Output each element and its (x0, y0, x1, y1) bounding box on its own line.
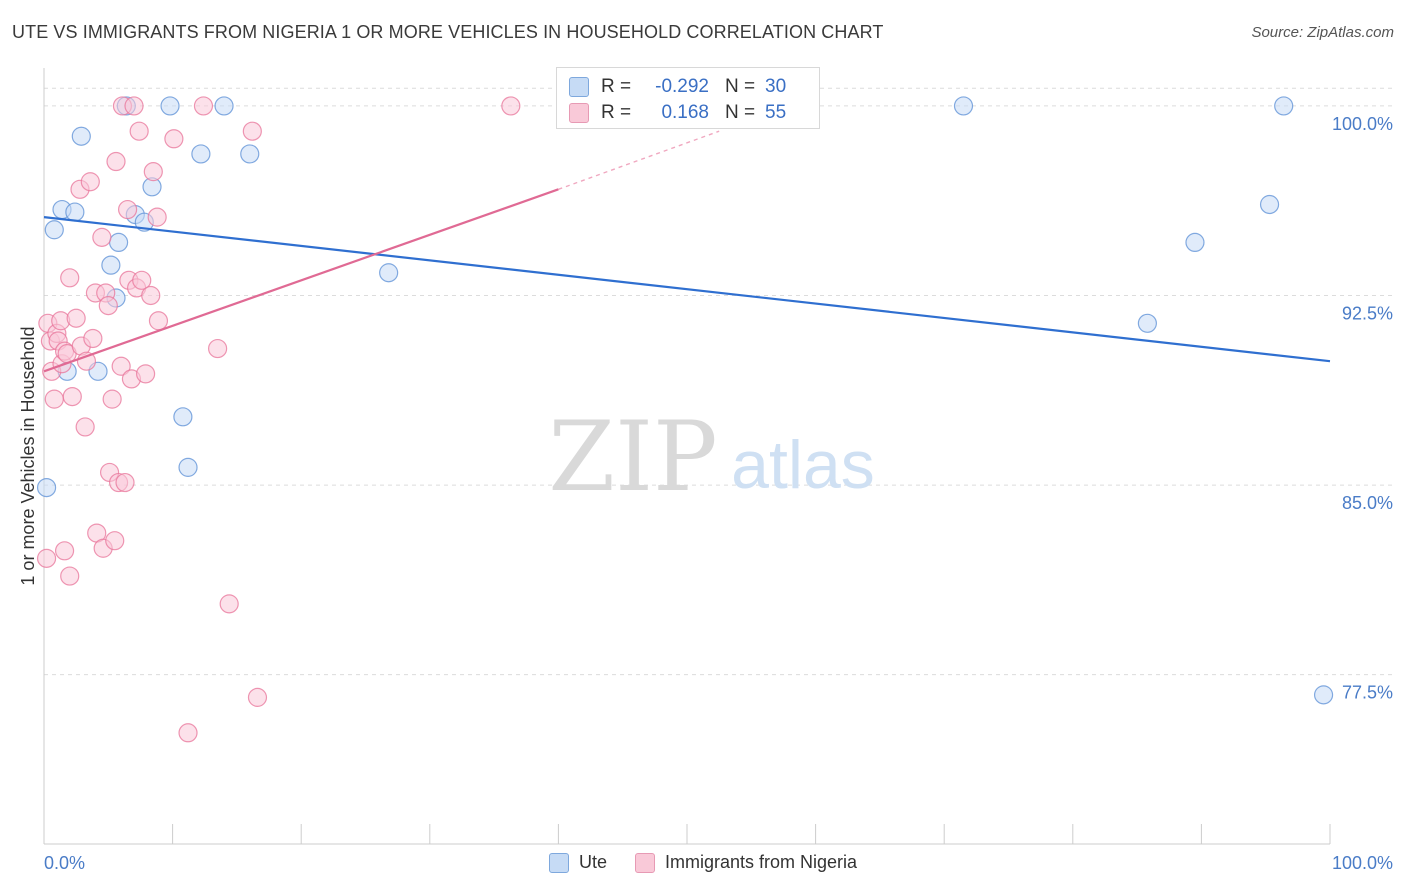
ute-point (44, 220, 64, 240)
ute-point (36, 477, 57, 498)
nigeria-point (148, 311, 169, 331)
nigeria-point (247, 687, 268, 707)
ute-point (379, 263, 399, 283)
nigeria-point (143, 162, 163, 182)
nigeria-point (219, 594, 239, 614)
stats-legend: R = -0.292 N = 30 R = 0.168 N = 55 (556, 67, 820, 129)
watermark-atlas: atlas (731, 427, 875, 503)
n-value: 55 (765, 102, 787, 123)
axis-labels: 77.5% 85.0% 92.5% 100.0% 0.0% 100.0% 1 or more… (18, 114, 1393, 873)
nigeria-point (115, 472, 135, 493)
r-label: R = (601, 76, 632, 97)
nigeria-point (193, 96, 214, 116)
watermark-zip: ZIP (548, 401, 717, 513)
ute-point (214, 96, 234, 116)
r-value: -0.292 (655, 76, 709, 97)
legend-item-nigeria[interactable]: Immigrants from Nigeria (634, 852, 858, 873)
nigeria-point (80, 172, 100, 192)
axes (43, 68, 1331, 845)
nigeria-point (60, 566, 80, 586)
nigeria-point (164, 129, 184, 149)
nigeria-swatch (569, 103, 589, 123)
ute-point (71, 126, 91, 146)
ute-point (1185, 232, 1205, 253)
data-points (36, 96, 1334, 743)
bottom-legend: Ute Immigrants from Nigeria (0, 852, 1406, 873)
y-tick-label: 100.0% (1332, 114, 1393, 134)
nigeria-point (242, 121, 262, 141)
ute-point (240, 144, 260, 164)
ute-point (1259, 194, 1280, 215)
x-tick-label: 100.0% (1332, 853, 1393, 873)
legend-label-ute: Ute (578, 852, 607, 872)
nigeria-point (98, 296, 118, 316)
nigeria-point (44, 389, 64, 409)
y-axis-title: 1 or more Vehicles in Household (18, 326, 38, 585)
nigeria-point (83, 328, 103, 349)
ute-point (953, 96, 974, 116)
nigeria-point (75, 417, 95, 437)
nigeria-point (76, 351, 97, 371)
nigeria-point (178, 723, 198, 743)
nigeria-point (106, 151, 126, 172)
nigeria-point (129, 121, 149, 141)
ute-point (1137, 313, 1157, 333)
ute-point (108, 232, 129, 253)
nigeria-swatch (634, 852, 655, 873)
nigeria-point (124, 96, 144, 116)
ute-point (101, 255, 121, 275)
ute-swatch (569, 77, 589, 97)
nigeria-point (501, 96, 521, 116)
nigeria-point (36, 548, 57, 568)
stats-row-nigeria: R = 0.168 N = 55 (569, 99, 786, 127)
ute-point (1274, 96, 1294, 116)
nigeria-point (147, 207, 167, 227)
ute-point (65, 202, 85, 222)
x-tick-label: 0.0% (44, 853, 85, 873)
nigeria-point (92, 227, 112, 247)
nigeria-point (66, 308, 86, 328)
gridlines (44, 87, 1392, 676)
source-credit: Source: ZipAtlas.com (1251, 24, 1394, 41)
y-tick-label: 92.5% (1342, 303, 1393, 323)
watermark: ZIP atlas (548, 401, 874, 513)
n-value: 30 (765, 76, 787, 97)
chart-title: UTE VS IMMIGRANTS FROM NIGERIA 1 OR MORE… (12, 22, 884, 42)
legend-item-ute[interactable]: Ute (548, 852, 607, 873)
nigeria-point (208, 338, 228, 359)
ute-point (173, 407, 193, 427)
r-value: 0.168 (661, 102, 709, 123)
ute-point (1313, 685, 1334, 705)
y-tick-label: 85.0% (1342, 493, 1393, 513)
nigeria-trend-extension (558, 130, 720, 190)
nigeria-point (135, 364, 156, 384)
nigeria-point (62, 386, 82, 407)
nigeria-point (117, 199, 138, 220)
ute-point (160, 96, 180, 116)
stats-row-ute: R = -0.292 N = 30 (569, 73, 786, 101)
trend-lines (43, 130, 1331, 373)
nigeria-point (111, 356, 131, 376)
legend-label-nigeria: Immigrants from Nigeria (664, 852, 858, 872)
r-label: R = (601, 102, 632, 123)
ute-point (178, 457, 198, 477)
n-label: N = (725, 76, 756, 97)
ute-point (191, 144, 211, 164)
nigeria-point (132, 270, 152, 290)
nigeria-point (60, 268, 80, 288)
nigeria-point (54, 541, 75, 561)
ute-swatch (548, 852, 569, 873)
n-label: N = (725, 102, 756, 123)
y-tick-label: 77.5% (1342, 683, 1393, 703)
ute-trend-line (43, 216, 1331, 363)
nigeria-point (105, 531, 125, 551)
nigeria-trend-line (43, 188, 559, 373)
nigeria-point (102, 389, 122, 409)
nigeria-point (141, 285, 161, 306)
